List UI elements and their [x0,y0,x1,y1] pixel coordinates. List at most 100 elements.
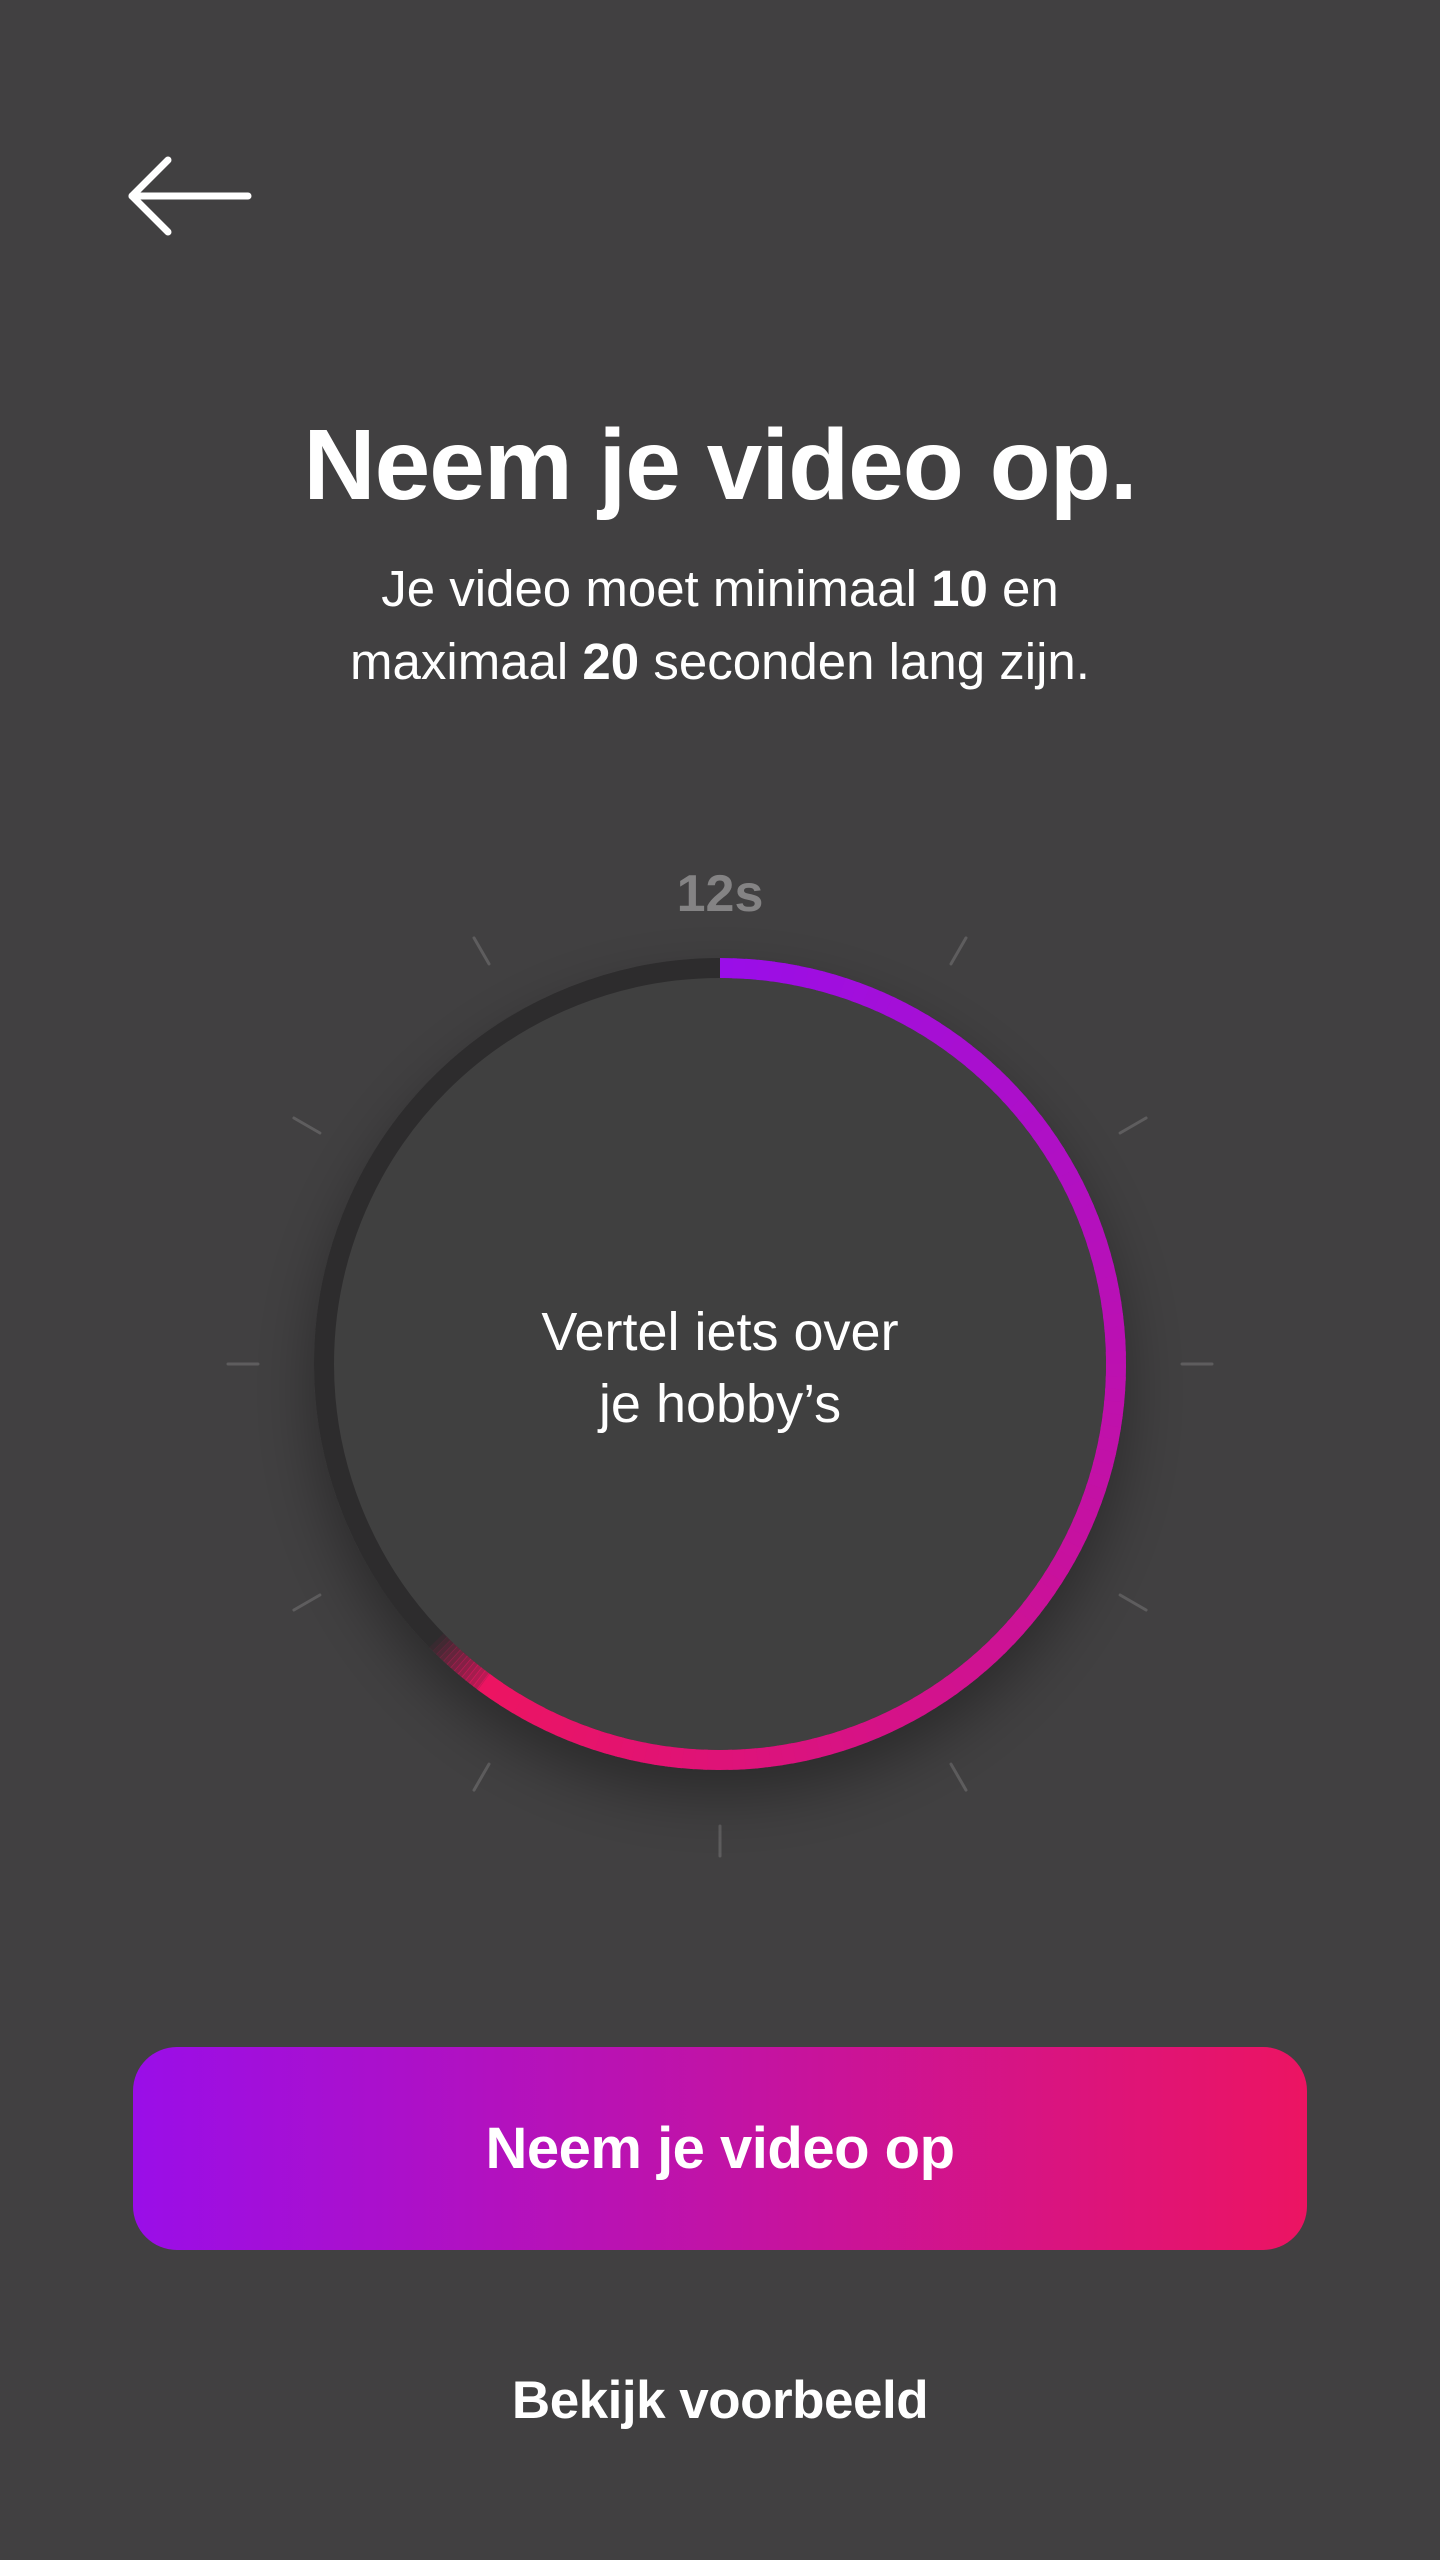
progress-segment [768,961,788,984]
dial-tick [472,936,491,966]
progress-segment [744,958,763,981]
progress-segment [858,1718,882,1744]
progress-segment [916,1014,942,1041]
progress-segment [1090,1250,1115,1272]
progress-segment [1092,1448,1117,1470]
progress-segment [566,1721,590,1746]
progress-segment [1102,1313,1125,1332]
progress-segment [652,1744,672,1767]
prompt-line: je hobby’s [598,1374,842,1434]
progress-segment [1101,1300,1124,1320]
prompt-line: Vertel iets over [541,1302,899,1362]
progress-segment [1056,1539,1082,1564]
arrow-left-icon [128,156,252,236]
progress-segment [1022,1590,1049,1617]
progress-segment [664,1746,684,1769]
progress-segment [933,1676,959,1703]
progress-segment [1104,1376,1126,1394]
progress-segment [1006,1610,1033,1636]
progress-segment [1105,1338,1126,1356]
progress-segment [554,1716,578,1742]
progress-segment [488,1680,514,1707]
progress-segment [509,1694,535,1720]
progress-segment [800,1737,821,1762]
progress-segment [1009,1095,1036,1122]
progress-segment [1017,1105,1044,1131]
progress-segment [956,1043,983,1070]
progress-segment [732,958,750,980]
progress-fade-segment [469,1667,486,1687]
progress-segment [815,970,838,995]
progress-segment [602,1733,625,1758]
progress-segment [740,1748,759,1770]
progress-segment [1081,1483,1107,1506]
view-example-link[interactable]: Bekijk voorbeeld [511,2371,929,2430]
progress-fade-segment [454,1655,472,1675]
progress-segment [627,1739,648,1763]
progress-segment [895,1002,920,1028]
dial-tick [1118,1116,1148,1135]
progress-segment [1085,1471,1110,1494]
progress-segment [728,1749,746,1770]
back-button[interactable] [120,150,260,242]
progress-segment [1096,1275,1120,1296]
progress-fade-segment [465,1664,483,1684]
progress-segment [1001,1086,1028,1112]
progress-fade-segment [461,1661,479,1681]
progress-segment [614,1736,636,1761]
progress-segment [873,991,897,1017]
progress-segment [1032,1125,1059,1151]
progress-segment [756,959,776,982]
progress-segment [862,986,886,1012]
progress-segment [1050,1549,1076,1575]
record-video-button[interactable]: Neem je video op [133,2047,1307,2250]
progress-segment [764,1745,784,1768]
progress-segment [850,982,874,1007]
min-seconds-value: 10 [931,560,988,617]
progress-segment [690,1748,708,1770]
progress-segment [1083,1226,1108,1249]
progress-segment [1039,1135,1066,1161]
progress-segment [1029,1580,1056,1607]
max-seconds-value: 20 [582,633,640,690]
progress-segment [1099,1287,1122,1308]
progress-segment [981,1636,1008,1663]
progress-segment [984,1068,1011,1094]
progress-segment [498,1687,524,1714]
progress-fade-segment [472,1670,490,1690]
progress-segment [835,1727,858,1752]
progress-segment [972,1645,998,1672]
progress-segment [926,1021,952,1048]
progress-segment [1100,1412,1123,1432]
dial-tick [1118,1593,1148,1612]
dial-tick [292,1593,322,1612]
progress-segment [946,1035,973,1062]
progress-segment [677,1747,696,1770]
progress-segment [1104,1325,1126,1344]
subtitle-text: en [987,560,1059,617]
progress-segment [812,1734,834,1759]
progress-segment [880,1707,905,1734]
progress-segment [520,1700,545,1726]
progress-segment [752,1746,771,1769]
dial-tick [949,1762,968,1792]
progress-segment [923,1683,949,1710]
progress-segment [1103,1388,1126,1407]
progress-segment [827,974,850,999]
progress-segment [902,1696,927,1722]
elapsed-time-label: 12s [676,865,764,923]
progress-segment [891,1702,916,1728]
progress-segment [992,1076,1019,1103]
progress-segment [1036,1570,1063,1596]
progress-segment [1043,1560,1070,1586]
progress-segment [776,1743,797,1766]
progress-segment [936,1028,963,1055]
progress-segment [1102,1400,1125,1420]
progress-fade-segment [443,1646,461,1665]
progress-segment [1014,1600,1041,1627]
progress-segment [905,1008,931,1034]
progress-segment [590,1729,613,1754]
page-title: Neem je video op. [303,409,1137,521]
progress-fade-segment [432,1636,451,1655]
progress-segment [1069,1191,1095,1215]
